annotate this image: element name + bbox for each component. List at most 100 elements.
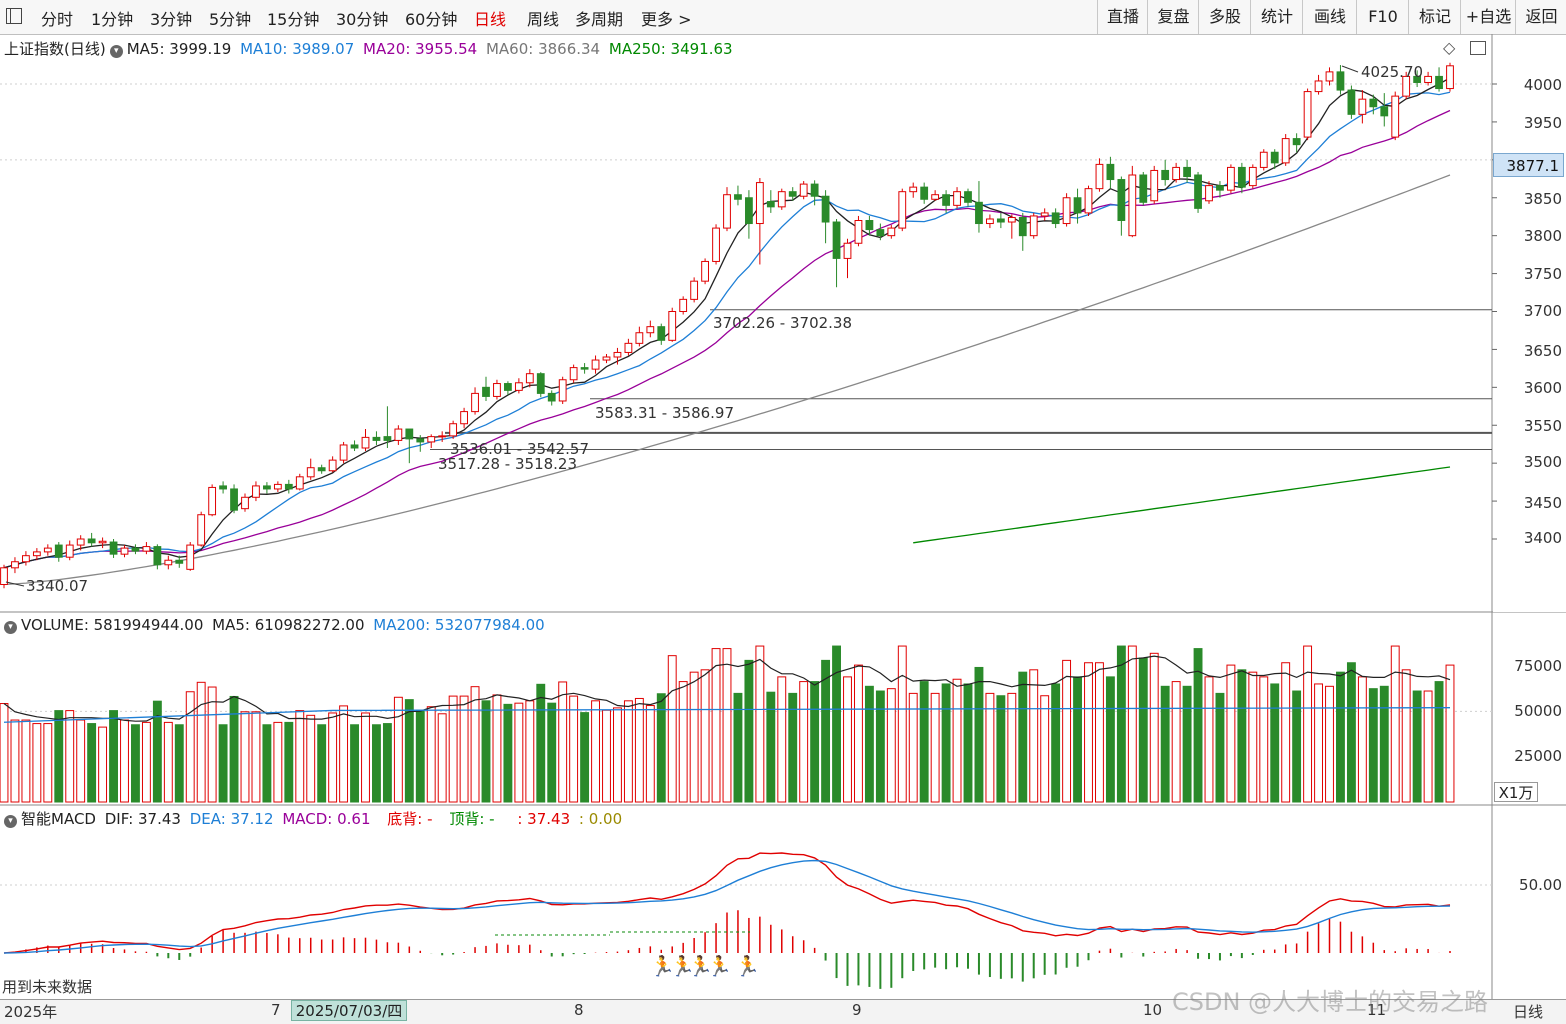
candle-body: [438, 435, 447, 438]
collapse-icon[interactable]: ▾: [4, 621, 17, 634]
mark-button[interactable]: 标记: [1408, 0, 1461, 34]
candle-body: [394, 428, 403, 441]
buy-signal-icon: 🏃: [688, 954, 713, 978]
period-tab-1min[interactable]: 1分钟: [91, 10, 134, 29]
candle-body: [120, 547, 129, 555]
candle-body: [1369, 98, 1378, 108]
candle-body: [1194, 174, 1202, 209]
watermark: CSDN @人大博士的交易之路: [1172, 988, 1489, 1016]
candle-body: [1292, 138, 1301, 146]
candle-body: [657, 326, 666, 341]
candle-body: [1117, 179, 1126, 222]
period-tab-multi[interactable]: 多周期: [575, 10, 624, 29]
period-tab-minute[interactable]: 分时: [41, 10, 74, 29]
panel-toggle-icon[interactable]: [1470, 41, 1486, 55]
period-tab-5min[interactable]: 5分钟: [209, 10, 252, 29]
period-tab-60min[interactable]: 60分钟: [405, 10, 458, 29]
high-marker-arrow: [1341, 65, 1359, 73]
volume-bar: [733, 692, 743, 803]
diamond-icon[interactable]: ◇: [1443, 38, 1456, 57]
candle-body: [964, 191, 972, 203]
review-button[interactable]: 复盘: [1147, 0, 1199, 34]
window-icon[interactable]: [6, 8, 22, 24]
volume-bar: [1357, 676, 1367, 803]
draw-line-button[interactable]: 画线: [1302, 0, 1357, 34]
volume-bar: [372, 724, 381, 803]
candle-body: [975, 201, 983, 225]
candle-body: [175, 559, 184, 564]
support-level-label: 3536.01 - 3542.57: [450, 440, 590, 458]
volume-bar: [10, 719, 20, 803]
volume-bar: [1259, 676, 1269, 803]
collapse-icon[interactable]: ▾: [109, 45, 123, 58]
period-tab-3min[interactable]: 3分钟: [150, 10, 193, 29]
volume-bar: [832, 645, 841, 803]
volume-bar: [393, 696, 403, 803]
volume-bar: [426, 706, 436, 803]
candle-body: [186, 544, 195, 570]
volume-bar: [1084, 662, 1093, 803]
period-tab-more[interactable]: 更多 >: [641, 10, 692, 29]
period-tab-30min[interactable]: 30分钟: [336, 10, 389, 29]
volume-bar: [1445, 664, 1455, 803]
price-axis-label: 3800: [1523, 227, 1562, 245]
volume-bar: [1434, 681, 1444, 803]
volume-bar: [1390, 645, 1400, 803]
candle-body: [263, 485, 271, 490]
candle-body: [164, 559, 173, 566]
candle-body: [252, 485, 260, 498]
volume-bar: [722, 648, 732, 803]
candle-body: [87, 538, 96, 544]
volume-bar: [185, 691, 195, 803]
live-button[interactable]: 直播: [1097, 0, 1148, 34]
volume-bar: [875, 690, 885, 803]
candle-body: [328, 459, 337, 472]
volume-bar: [98, 726, 108, 803]
candle-body: [1325, 71, 1334, 82]
candle-body: [624, 342, 633, 353]
candle-body: [1106, 163, 1115, 181]
stats-button[interactable]: 统计: [1250, 0, 1303, 34]
candle-body: [777, 191, 786, 208]
volume-bar: [152, 700, 162, 803]
candle-body: [416, 438, 425, 443]
current-price-tag: 3877.1: [1493, 153, 1564, 177]
multi-stock-button[interactable]: 多股: [1198, 0, 1251, 34]
candle-body: [821, 195, 830, 223]
volume-bar: [1018, 671, 1028, 803]
volume-axis-label: 75000: [1514, 657, 1562, 675]
collapse-icon[interactable]: ▾: [4, 815, 17, 828]
period-tab-daily[interactable]: 日线: [474, 10, 507, 29]
volume-bar: [174, 724, 184, 803]
candle-body: [1237, 166, 1246, 188]
volume-bar: [109, 710, 118, 803]
volume-bar: [459, 695, 469, 803]
ma60-line: [3, 174, 1451, 586]
candle-body: [843, 242, 852, 259]
dif-value: DIF: 37.43: [104, 810, 181, 828]
volume-bar: [1215, 692, 1225, 803]
add-watchlist-button[interactable]: +自选: [1460, 0, 1516, 34]
candle-body: [1446, 65, 1454, 90]
volume-bar: [777, 676, 787, 803]
volume-bar: [689, 671, 699, 803]
f10-button[interactable]: F10: [1356, 0, 1409, 34]
candle-body: [1150, 169, 1159, 202]
candle-body: [1084, 188, 1093, 214]
period-tab-weekly[interactable]: 周线: [527, 10, 560, 29]
volume-bar: [1325, 685, 1334, 803]
candle-body: [690, 280, 699, 300]
candle-body: [854, 220, 863, 244]
volume-bar: [32, 723, 42, 803]
macd-value: MACD: 0.61: [282, 810, 371, 828]
bottom-divergence: 底背: -: [387, 810, 433, 828]
candle-body: [832, 221, 841, 259]
volume-bar: [1336, 671, 1345, 803]
volume-ma200: MA200: 532077984.00: [373, 616, 545, 634]
back-button[interactable]: 返回: [1515, 0, 1566, 34]
volume-bar: [1182, 685, 1192, 803]
period-tab-15min[interactable]: 15分钟: [267, 10, 320, 29]
price-axis-label: 4000: [1523, 76, 1562, 94]
candle-body: [1347, 89, 1356, 115]
